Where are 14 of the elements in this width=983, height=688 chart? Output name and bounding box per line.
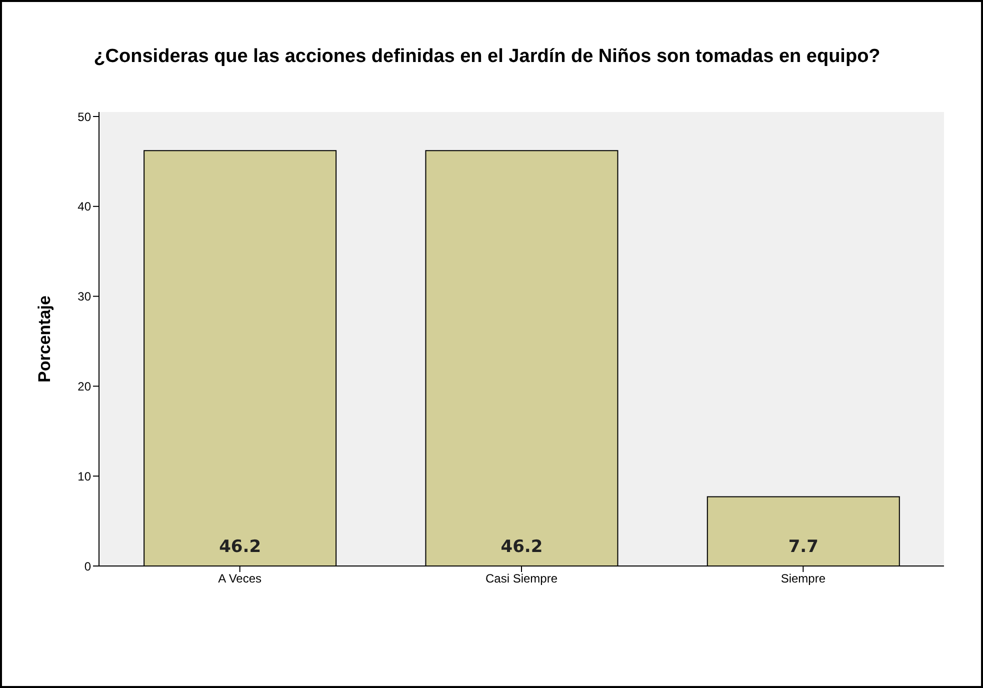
- y-axis-title: Porcentaje: [35, 296, 54, 382]
- y-tick-label: 20: [78, 379, 92, 394]
- chart-title: ¿Consideras que las acciones definidas en el Jardín de Niños son tomadas en equipo?: [92, 46, 882, 67]
- x-tick-label: Siempre: [780, 572, 826, 586]
- y-tick-label: 30: [78, 290, 92, 304]
- y-tick-label: 40: [78, 200, 92, 214]
- data-label: 7.7: [788, 537, 818, 557]
- y-tick-label: 10: [78, 469, 92, 484]
- data-label: 46.2: [500, 537, 543, 557]
- data-label: 46.2: [219, 537, 262, 557]
- y-tick-label: 50: [78, 110, 92, 124]
- x-tick-label: Casi Siempre: [485, 572, 558, 586]
- x-tick-label: A Veces: [218, 572, 262, 586]
- y-tick-label: 0: [84, 559, 92, 574]
